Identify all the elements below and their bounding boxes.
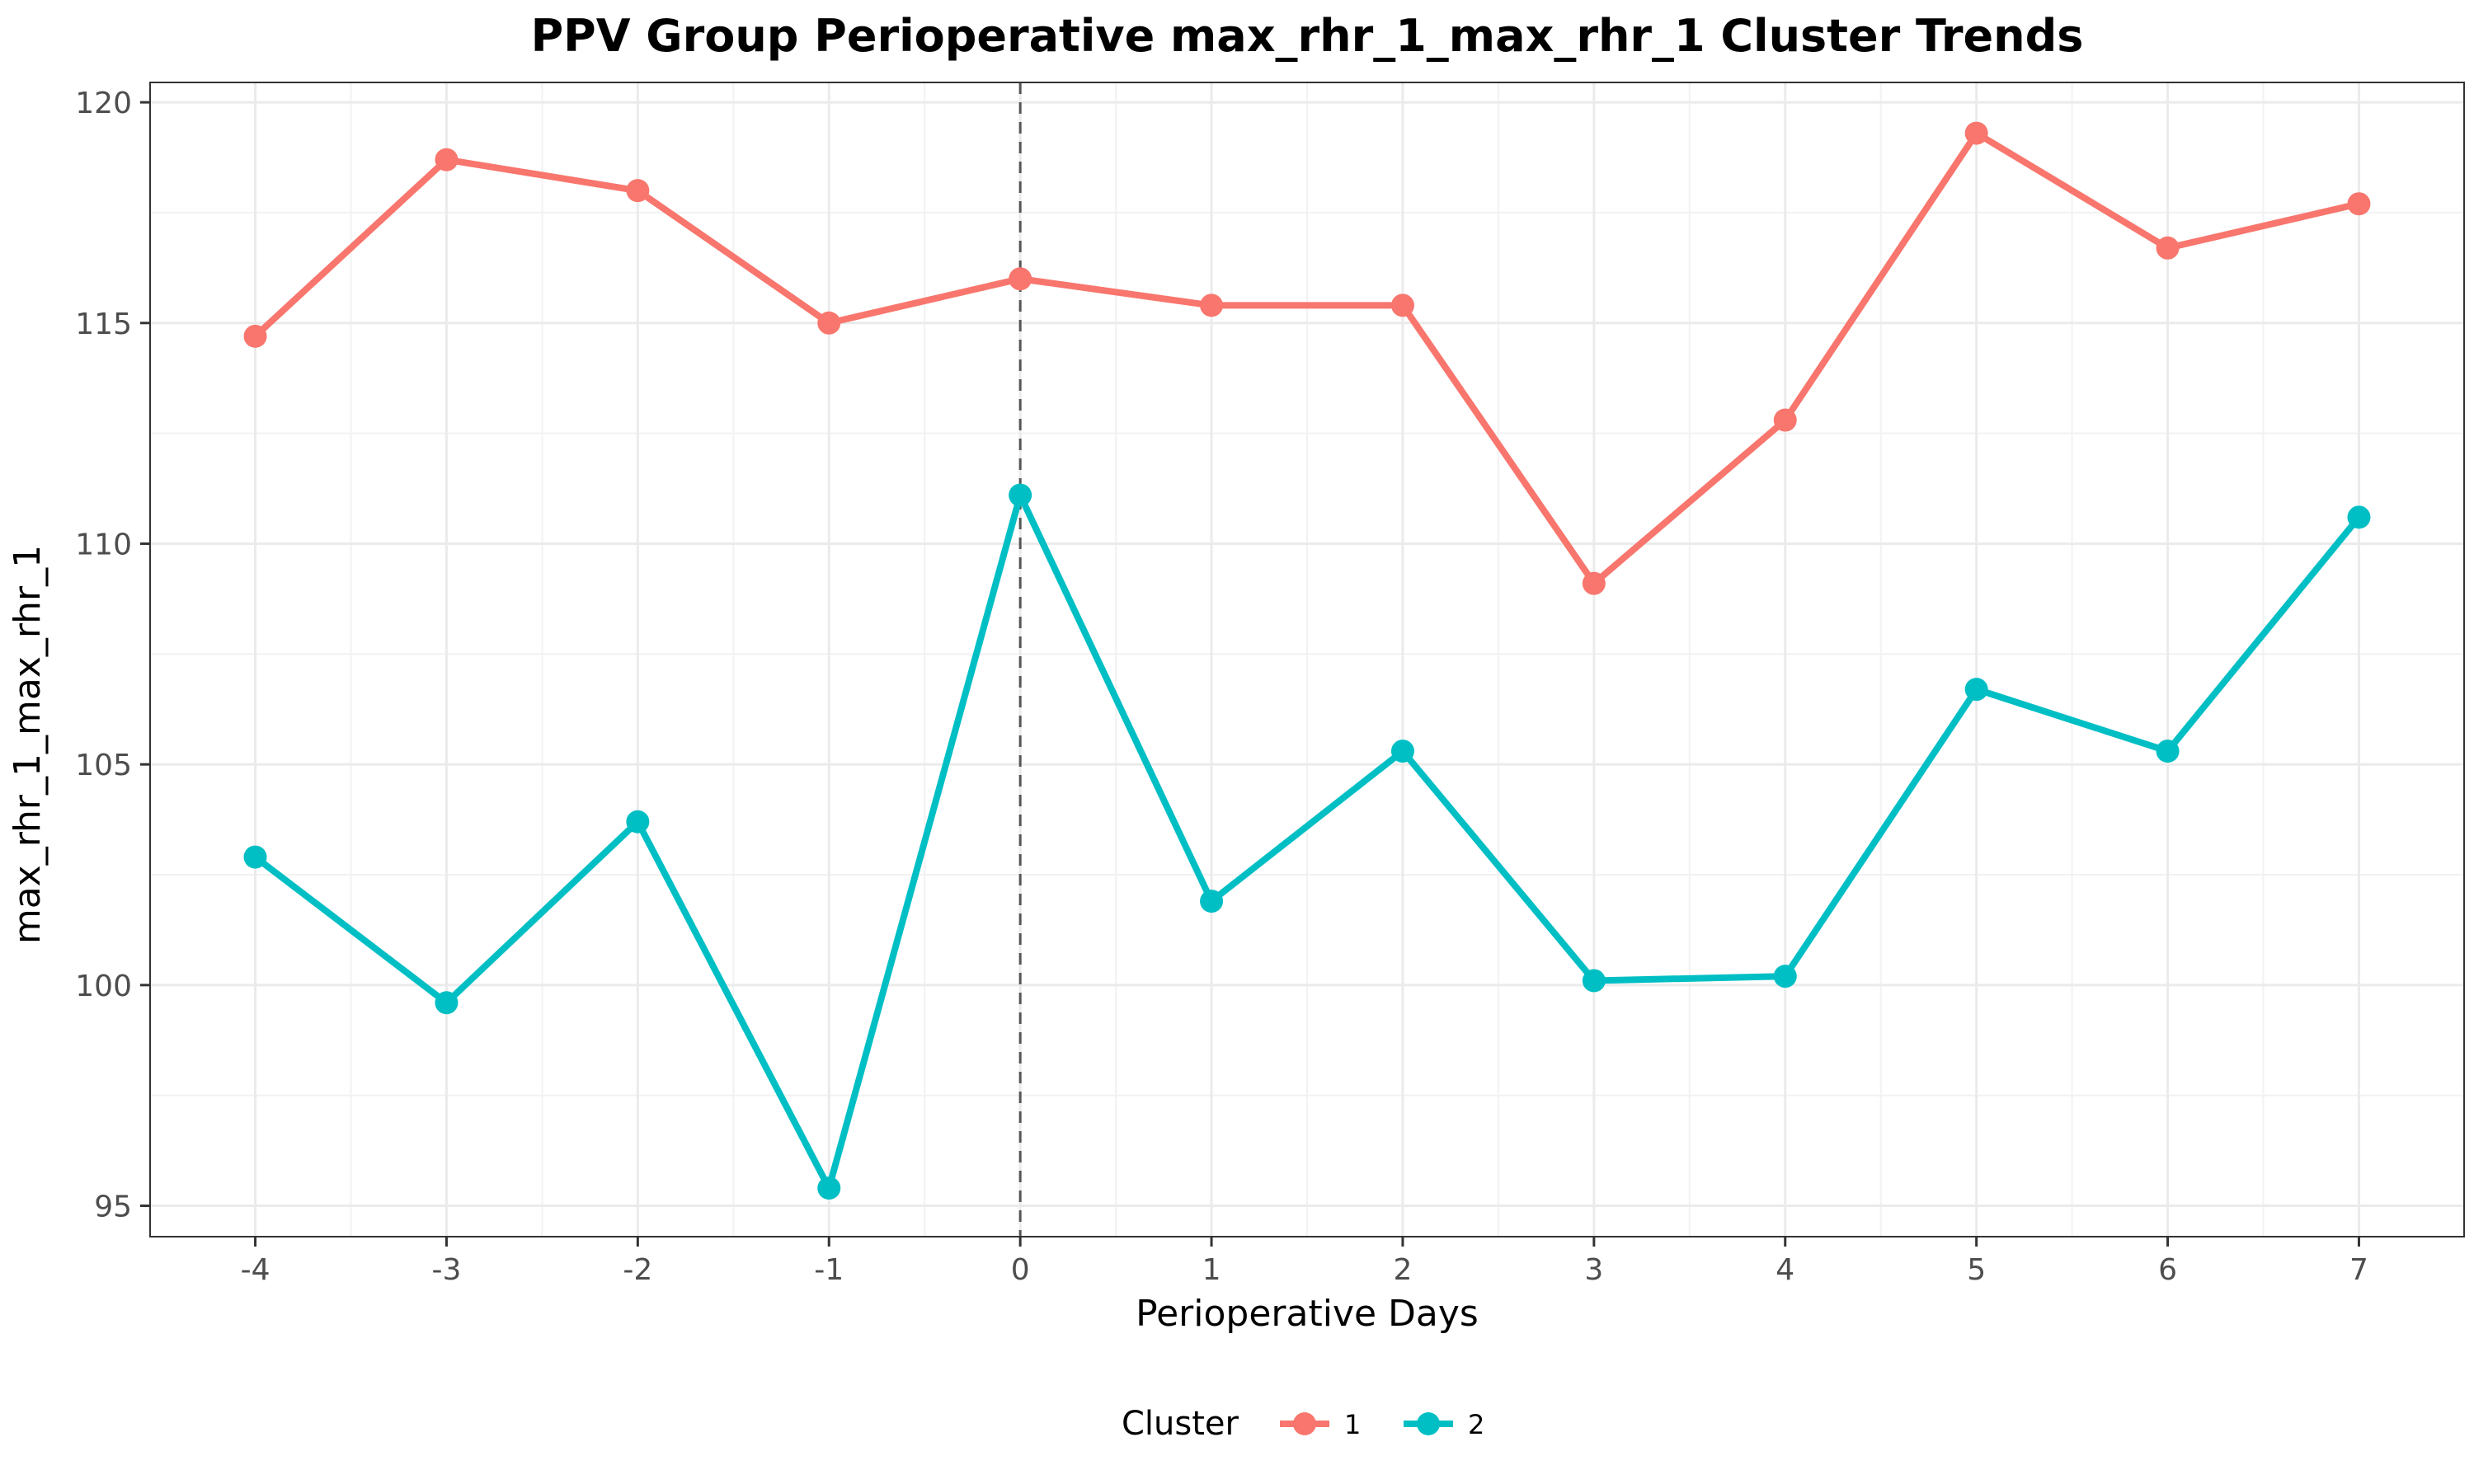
legend-item-2: 2 — [1404, 1409, 1484, 1440]
series-2 — [243, 483, 2371, 1200]
series-1-point — [1773, 408, 1797, 432]
panel-frame — [149, 82, 2465, 1237]
series-2-point — [626, 810, 650, 834]
series-1-point — [2347, 192, 2371, 216]
series-1-point — [2156, 236, 2180, 260]
series-2-point — [1964, 678, 1988, 702]
x-tick-label: 7 — [2349, 1253, 2368, 1287]
legend-key-point — [1417, 1412, 1440, 1435]
x-tick-label: 2 — [1393, 1253, 1412, 1287]
series-2-point — [1009, 483, 1032, 507]
y-axis-title: max_rhr_1_max_rhr_1 — [7, 545, 49, 944]
series-2-point — [817, 1176, 841, 1200]
legend-label: 1 — [1344, 1409, 1361, 1440]
series-2-point — [1773, 965, 1797, 989]
series-1 — [243, 121, 2371, 595]
chart-title: PPV Group Perioperative max_rhr_1_max_rh… — [531, 10, 2084, 62]
minor-gridlines — [150, 82, 2464, 1237]
series-2-point — [435, 991, 459, 1015]
x-tick-label: 6 — [2158, 1253, 2177, 1287]
y-tick-label: 95 — [94, 1190, 132, 1224]
series-2-point — [243, 845, 267, 869]
panel-border — [149, 82, 2465, 1237]
legend-title: Cluster — [1122, 1405, 1239, 1443]
legend-item-1: 1 — [1280, 1409, 1361, 1440]
series-1-line — [252, 129, 2363, 587]
series-1-point — [626, 179, 650, 203]
x-tick-label: 4 — [1776, 1253, 1794, 1287]
series-1-point — [1200, 294, 1224, 317]
y-tick-label: 110 — [75, 528, 132, 561]
x-axis: -4 -3 -2 -1 0 1 2 3 4 5 6 7 — [241, 1237, 2368, 1287]
series-1-point — [1582, 571, 1606, 595]
y-tick-label: 100 — [75, 970, 132, 1003]
series-2-point — [1582, 969, 1606, 993]
x-tick-label: 0 — [1011, 1253, 1030, 1287]
y-tick-label: 115 — [75, 308, 132, 341]
y-tick-label: 105 — [75, 749, 132, 782]
series-2-point — [1390, 740, 1414, 763]
x-tick-label: 3 — [1584, 1253, 1603, 1287]
series-layer — [243, 121, 2371, 1200]
series-2-point — [2347, 505, 2371, 529]
series-1-point — [1009, 267, 1032, 291]
series-2-point — [2156, 740, 2180, 763]
series-1-point — [1390, 294, 1414, 317]
x-tick-label: -2 — [623, 1253, 652, 1287]
series-1-point — [817, 311, 841, 335]
y-tick-label: 120 — [75, 87, 132, 120]
y-axis: 95 100 105 110 115 120 — [75, 87, 150, 1224]
x-tick-label: -4 — [241, 1253, 270, 1287]
series-2-line — [252, 491, 2363, 1192]
series-1-point — [243, 324, 267, 348]
x-tick-label: -1 — [814, 1253, 844, 1287]
series-1-point — [1964, 121, 1988, 145]
x-tick-label: 5 — [1967, 1253, 1986, 1287]
legend-label: 2 — [1468, 1409, 1484, 1440]
legend-key-point — [1293, 1412, 1316, 1435]
series-2-point — [1200, 890, 1224, 913]
x-axis-title: Perioperative Days — [1136, 1293, 1479, 1335]
series-1-point — [435, 148, 459, 171]
x-tick-label: -3 — [431, 1253, 461, 1287]
x-tick-label: 1 — [1202, 1253, 1221, 1287]
